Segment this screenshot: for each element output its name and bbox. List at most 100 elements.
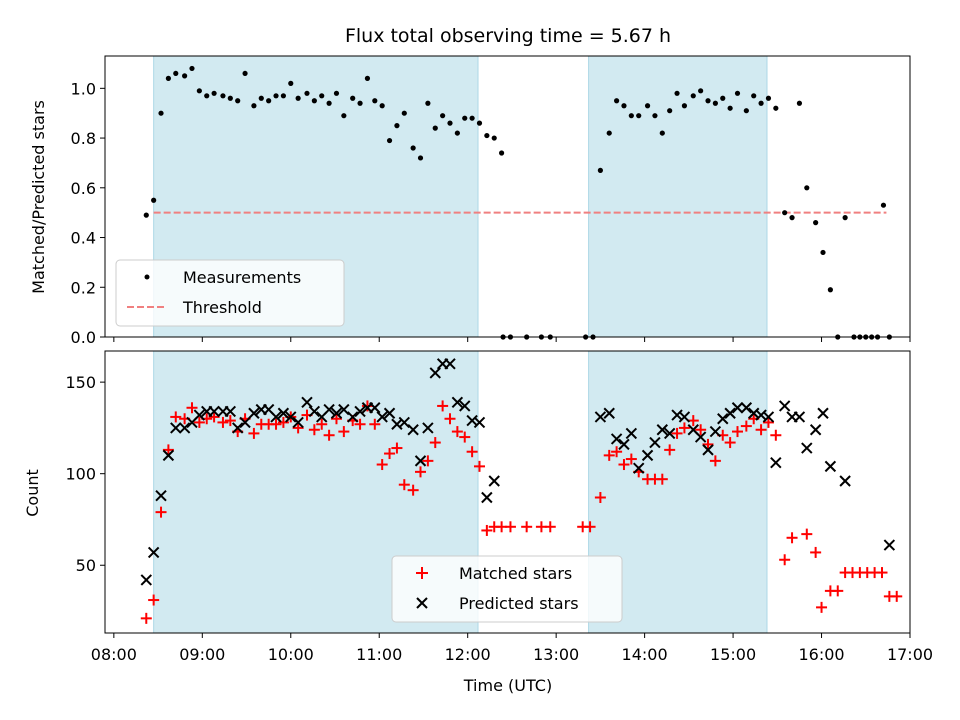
measurement-point bbox=[621, 103, 627, 109]
predicted-star-point bbox=[354, 405, 366, 418]
predicted-star-point bbox=[155, 489, 167, 502]
measurement-point bbox=[386, 137, 393, 144]
y-tick-label: 0.8 bbox=[71, 129, 96, 148]
measurement-point bbox=[227, 95, 233, 101]
predicted-star-point bbox=[383, 407, 396, 419]
measurement-point bbox=[311, 98, 317, 104]
matched-star-point bbox=[770, 429, 782, 441]
matched-star-point bbox=[398, 479, 410, 491]
matched-star-point bbox=[248, 427, 260, 439]
predicted-star-point bbox=[285, 411, 297, 423]
measurement-points bbox=[143, 65, 892, 340]
matched-star-point bbox=[695, 424, 707, 436]
predicted-star-point bbox=[481, 491, 493, 504]
measurement-point bbox=[151, 197, 157, 203]
predicted-star-point bbox=[702, 444, 714, 456]
matched-star-point bbox=[155, 506, 167, 518]
matched-star-point bbox=[594, 491, 606, 503]
predicted-star-point bbox=[663, 427, 676, 440]
measurement-point bbox=[401, 110, 407, 116]
measurement-point bbox=[379, 103, 385, 109]
predicted-star-point bbox=[817, 407, 829, 419]
matched-star-point bbox=[625, 453, 637, 465]
predicted-star-point bbox=[414, 455, 427, 467]
matched-star-point bbox=[801, 528, 813, 540]
predicted-star-point bbox=[778, 400, 791, 412]
predicted-star-point bbox=[656, 424, 669, 436]
measurement-point bbox=[484, 132, 490, 139]
matched-star-point bbox=[584, 521, 596, 533]
matched-star-point bbox=[384, 448, 396, 460]
measurement-point bbox=[288, 80, 294, 86]
measurement-point bbox=[357, 100, 363, 106]
measurement-point bbox=[469, 115, 475, 121]
measurement-point bbox=[827, 287, 833, 293]
matched-star-point bbox=[323, 429, 335, 441]
x-tick-label: 10:00 bbox=[268, 645, 314, 664]
matched-star-point bbox=[376, 459, 388, 471]
predicted-star-point bbox=[724, 407, 736, 419]
measurement-point bbox=[462, 115, 468, 121]
matched-star-point bbox=[521, 521, 533, 533]
predicted-star-point bbox=[801, 442, 813, 454]
measurement-point bbox=[173, 70, 179, 77]
predicted-star-point bbox=[224, 405, 237, 418]
y-tick-label: 1.0 bbox=[71, 79, 96, 98]
matched-star-point bbox=[407, 484, 419, 496]
matched-star-point bbox=[429, 437, 441, 449]
top-x-ticks bbox=[113, 337, 911, 342]
predicted-star-point bbox=[641, 449, 654, 462]
matched-star-point bbox=[473, 460, 485, 472]
x-tick-label: 16:00 bbox=[798, 645, 844, 664]
measurement-point bbox=[417, 155, 424, 161]
legend-threshold-label: Threshold bbox=[182, 298, 262, 317]
predicted-star-point bbox=[694, 431, 707, 443]
predicted-star-point bbox=[346, 411, 359, 423]
measurement-point bbox=[751, 93, 757, 99]
matched-star-point bbox=[891, 590, 903, 602]
measurement-point bbox=[842, 215, 848, 221]
predicted-star-point bbox=[793, 411, 806, 423]
measurement-point bbox=[743, 108, 749, 114]
matched-star-point bbox=[664, 444, 676, 456]
measurement-point bbox=[204, 93, 210, 99]
measurement-point bbox=[773, 105, 779, 111]
y-tick-label: 0.0 bbox=[71, 328, 96, 347]
top-axes-frame bbox=[104, 55, 911, 338]
predicted-star-point bbox=[444, 358, 456, 370]
predicted-star-point bbox=[709, 425, 722, 438]
measurement-point bbox=[628, 113, 634, 119]
measurement-point bbox=[476, 120, 483, 126]
predicted-star-point bbox=[603, 407, 615, 419]
predicted-star-point bbox=[459, 400, 471, 412]
measurement-point bbox=[712, 100, 718, 106]
matched-star-point bbox=[415, 466, 427, 478]
measurement-point bbox=[273, 93, 279, 99]
bottom-legend: Matched stars Predicted stars bbox=[391, 555, 623, 623]
predicted-star-point bbox=[422, 422, 434, 434]
predicted-star-point bbox=[429, 367, 441, 379]
matched-star-point bbox=[208, 411, 220, 423]
measurement-point bbox=[143, 212, 149, 218]
measurement-point bbox=[394, 123, 400, 129]
matched-star-point bbox=[451, 426, 463, 438]
measurement-point bbox=[813, 220, 819, 226]
x-tick-label: 15:00 bbox=[710, 645, 756, 664]
top-legend-box bbox=[115, 259, 345, 327]
measurement-point bbox=[880, 202, 887, 208]
predicted-star-point bbox=[610, 433, 623, 445]
predicted-star-point bbox=[678, 411, 691, 423]
x-tick-label: 11:00 bbox=[356, 645, 402, 664]
top-legend: Measurements Threshold bbox=[115, 259, 345, 327]
legend-plus-marker bbox=[416, 567, 428, 579]
matched-star-point bbox=[755, 424, 767, 436]
matched-star-point bbox=[724, 437, 736, 449]
top-panel: 0.0 0.2 0.4 0.6 0.8 1.0 Matched/Predicted sta… bbox=[29, 55, 911, 347]
measurement-point bbox=[667, 108, 673, 114]
measurement-point bbox=[636, 113, 642, 119]
matched-star-point bbox=[504, 521, 516, 533]
measurement-point bbox=[266, 98, 272, 104]
predicted-star-point bbox=[376, 411, 388, 423]
bottom-x-ticks: 08:00 09:00 10:00 11:00 12:00 13:00 14:00 15:00… bbox=[91, 633, 933, 664]
measurement-point bbox=[182, 73, 188, 79]
